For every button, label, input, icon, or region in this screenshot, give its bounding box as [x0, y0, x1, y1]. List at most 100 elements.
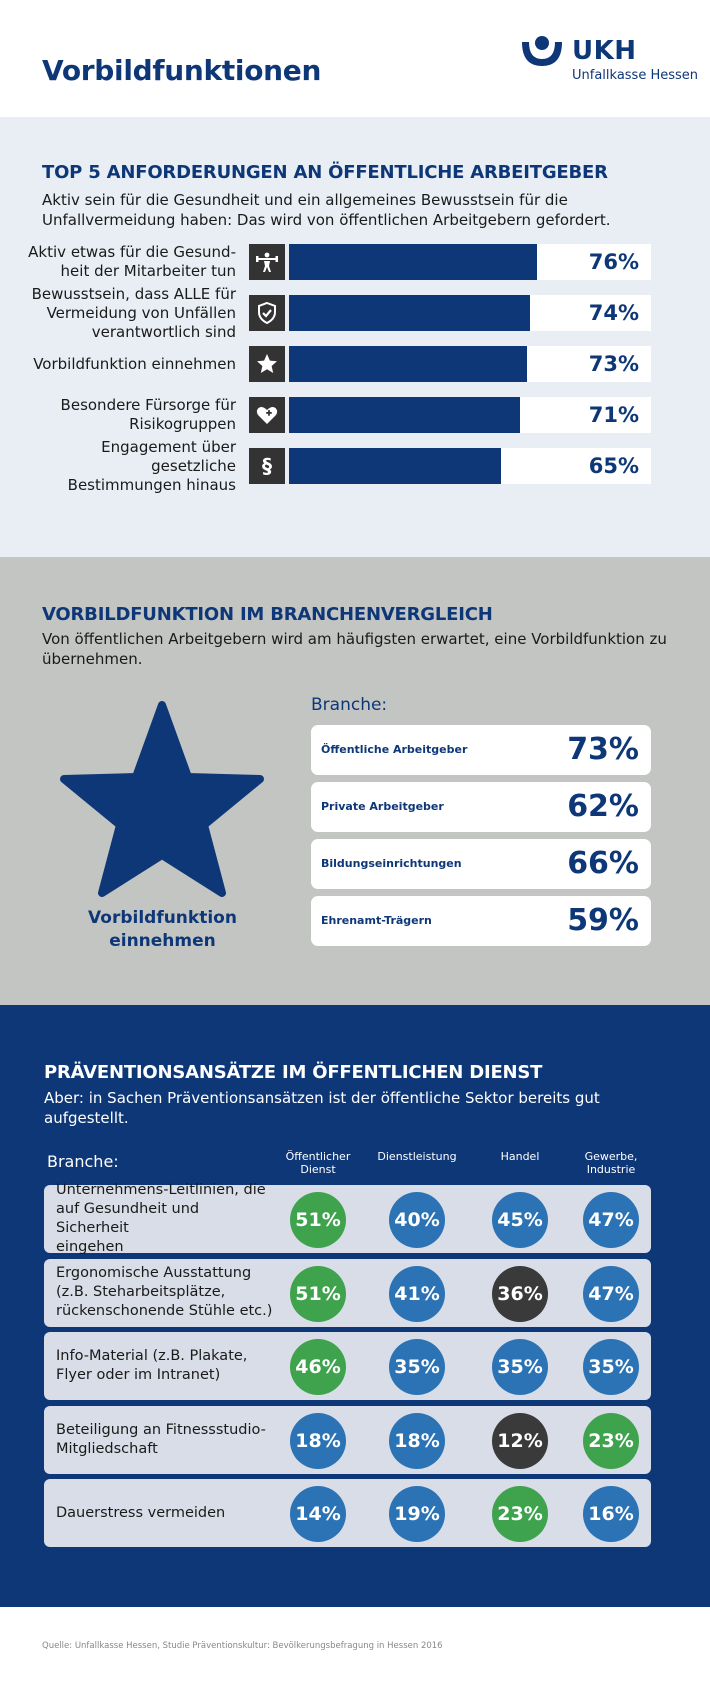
value-circle: 40% — [389, 1192, 445, 1248]
column-header: Gewerbe, Industrie — [584, 1150, 638, 1176]
bar-value-label: 71% — [588, 403, 639, 427]
matrix-row: Unternehmens-Leitlinien, die auf Gesundhe… — [44, 1182, 651, 1255]
ukh-logo-mark-icon — [522, 36, 562, 66]
value-circle: 23% — [583, 1412, 639, 1469]
column-header: Handel — [500, 1150, 540, 1163]
bar-row: Bewusstsein, dass ALLE für Vermeidung von… — [0, 285, 710, 341]
bar-label: Engagement über gesetzliche Bestimmungen … — [16, 438, 236, 494]
value-circle: 51% — [290, 1192, 346, 1248]
industry-card: Private Arbeitgeber 62% — [311, 782, 651, 832]
matrix-row-label-text: Unternehmens-Leitlinien, die auf Gesundhe… — [56, 1182, 266, 1255]
bar — [289, 397, 521, 433]
bar-label: Aktiv etwas für die Gesund-heit der Mita… — [16, 237, 236, 287]
matrix-row-label: Ergonomische Ausstattung (z.B. Steharbeit… — [56, 1259, 276, 1327]
bar-label: Besondere Fürsorge für Risikogruppen — [16, 390, 236, 440]
weightlifter-icon — [249, 244, 285, 280]
industry-value: 73% — [567, 732, 639, 767]
value-circle: 35% — [583, 1339, 639, 1395]
industry-value: 66% — [567, 846, 639, 881]
bar-row: Aktiv etwas für die Gesund-heit der Mita… — [0, 237, 710, 287]
matrix-row-label: Dauerstress vermeiden — [56, 1479, 276, 1547]
shield-check-icon — [249, 295, 285, 331]
matrix-row-label: Info-Material (z.B. Plakate, Flyer oder i… — [56, 1332, 276, 1400]
branchenvergleich-section: VORBILDFUNKTION IM BRANCHENVERGLEICH Von… — [0, 557, 710, 1005]
bar-track: 71% — [289, 397, 651, 433]
bar-row: Vorbildfunktion einnehmen 73% — [0, 339, 710, 389]
value-circle: 14% — [290, 1486, 346, 1542]
top5-section: TOP 5 ANFORDERUNGEN AN ÖFFENTLICHE ARBEI… — [0, 117, 710, 557]
value-circle: 35% — [492, 1339, 548, 1395]
star-caption: Vorbildfunktion einnehmen — [88, 908, 237, 951]
praevention-title: PRÄVENTIONSANSÄTZE IM ÖFFENTLICHEN DIENS… — [44, 1062, 543, 1083]
matrix-row: Dauerstress vermeiden 14% 19% 23% 16% — [44, 1479, 651, 1547]
value-circle: 46% — [290, 1339, 346, 1395]
matrix-row-label-text: Info-Material (z.B. Plakate, Flyer oder i… — [56, 1348, 248, 1383]
matrix-row-label: Beteiligung an Fitnessstudio- Mitgliedsch… — [56, 1406, 276, 1474]
branchenvergleich-title: VORBILDFUNKTION IM BRANCHENVERGLEICH — [42, 604, 493, 625]
bar-value-label: 73% — [588, 352, 639, 376]
bar-track: 74% — [289, 295, 651, 331]
bar-label-text: Aktiv etwas für die Gesund-heit der Mita… — [28, 243, 236, 280]
value-circle: 18% — [389, 1412, 445, 1469]
value-circle: 45% — [492, 1192, 548, 1248]
industry-name: Private Arbeitgeber — [321, 800, 444, 813]
bar-track: 76% — [289, 244, 651, 280]
bar — [289, 448, 501, 484]
bar-label-text: Vorbildfunktion einnehmen — [33, 354, 236, 373]
bar-value-label: 74% — [588, 301, 639, 325]
footer: Quelle: Unfallkasse Hessen, Studie Präve… — [0, 1607, 710, 1705]
bar-label: Vorbildfunktion einnehmen — [16, 339, 236, 389]
bar-track: 65% — [289, 448, 651, 484]
industry-card: Öffentliche Arbeitgeber 73% — [311, 725, 651, 775]
value-circle: 35% — [389, 1339, 445, 1395]
industry-card: Ehrenamt-Trägern 59% — [311, 896, 651, 946]
column-header: Öffentlicher Dienst — [285, 1150, 351, 1176]
branchenvergleich-subtitle: Von öffentlichen Arbeitgebern wird am hä… — [42, 630, 667, 668]
bar-label-text: Engagement über gesetzliche Bestimmungen … — [67, 437, 236, 494]
matrix-row-label: Unternehmens-Leitlinien, die auf Gesundhe… — [56, 1182, 276, 1255]
matrix-row-label-text: Ergonomische Ausstattung (z.B. Steharbeit… — [56, 1265, 273, 1319]
bar-label-text: Bewusstsein, dass ALLE für Vermeidung von… — [31, 284, 236, 341]
bar-value-label: 76% — [588, 250, 639, 274]
logo-subtitle: Unfallkasse Hessen — [572, 68, 699, 83]
industry-name: Bildungseinrichtungen — [321, 857, 462, 870]
bar-row: Engagement über gesetzliche Bestimmungen … — [0, 438, 710, 494]
industry-value: 59% — [567, 903, 639, 938]
star-icon — [60, 701, 264, 897]
matrix-branche-label: Branche: — [47, 1152, 119, 1171]
matrix-row: Ergonomische Ausstattung (z.B. Steharbeit… — [44, 1258, 651, 1327]
industry-value: 62% — [567, 789, 639, 824]
top5-subtitle: Aktiv sein für die Gesundheit und ein al… — [42, 191, 611, 229]
source-note: Quelle: Unfallkasse Hessen, Studie Präve… — [42, 1641, 443, 1651]
industry-card: Bildungseinrichtungen 66% — [311, 839, 651, 889]
bar-label-text: Besondere Fürsorge für Risikogruppen — [60, 396, 236, 433]
bar — [289, 346, 527, 382]
praeventionsansaetze-section: PRÄVENTIONSANSÄTZE IM ÖFFENTLICHEN DIENS… — [0, 1005, 710, 1607]
paragraph-icon: § — [249, 448, 285, 484]
value-circle: 18% — [290, 1412, 346, 1469]
heart-plus-icon — [249, 397, 285, 433]
bar — [289, 244, 537, 280]
matrix-row: Beteiligung an Fitnessstudio- Mitgliedsch… — [44, 1405, 651, 1474]
industry-name: Ehrenamt-Trägern — [321, 914, 432, 927]
top5-title: TOP 5 ANFORDERUNGEN AN ÖFFENTLICHE ARBEI… — [42, 162, 608, 183]
star-icon — [249, 346, 285, 382]
branche-label: Branche: — [311, 695, 388, 715]
bar-track: 73% — [289, 346, 651, 382]
matrix-row-label-text: Beteiligung an Fitnessstudio- Mitgliedsch… — [56, 1421, 266, 1457]
svg-text:§: § — [262, 454, 272, 478]
matrix-row-label-text: Dauerstress vermeiden — [56, 1504, 226, 1521]
value-circle: 47% — [583, 1265, 639, 1322]
column-header: Dienstleistung — [377, 1150, 457, 1163]
value-circle: 41% — [389, 1265, 445, 1322]
ukh-logo: UKH Unfallkasse Hessen — [520, 34, 698, 84]
bar-label: Bewusstsein, dass ALLE für Vermeidung von… — [16, 285, 236, 341]
value-circle: 16% — [583, 1486, 639, 1542]
value-circle: 19% — [389, 1486, 445, 1542]
bar-row: Besondere Fürsorge für Risikogruppen 71% — [0, 390, 710, 440]
value-circle: 23% — [492, 1486, 548, 1542]
bar-value-label: 65% — [588, 454, 639, 478]
matrix-row: Info-Material (z.B. Plakate, Flyer oder i… — [44, 1332, 651, 1400]
value-circle: 12% — [492, 1412, 548, 1469]
page-title: Vorbildfunktionen — [42, 54, 322, 87]
